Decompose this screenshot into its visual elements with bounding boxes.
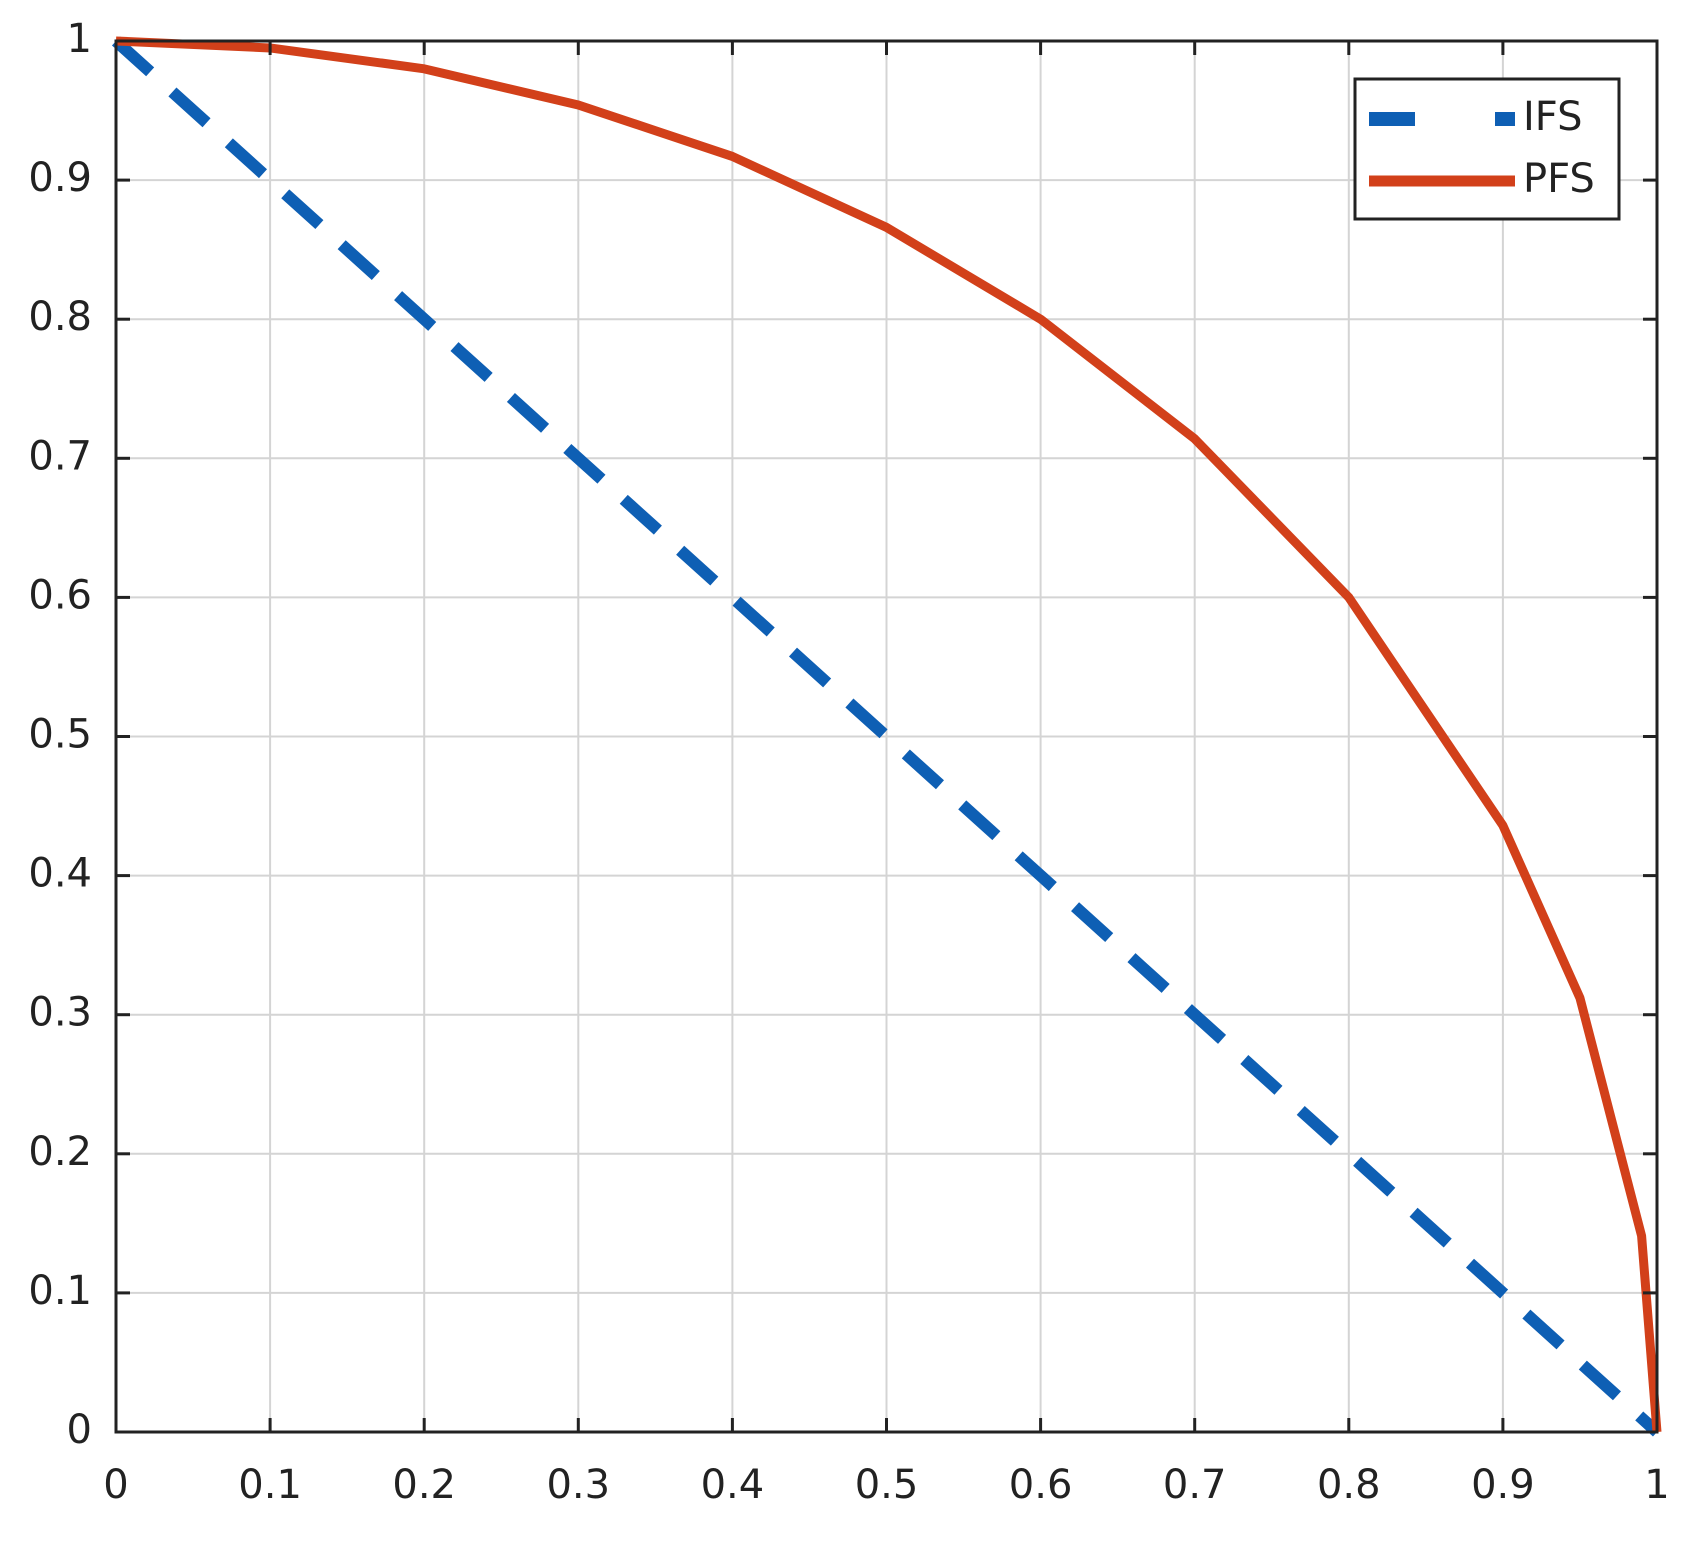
y-tick-label: 0: [67, 1407, 92, 1453]
y-tick-label: 0.6: [28, 572, 92, 618]
x-tick-label: 0.1: [238, 1462, 302, 1508]
ticks: 0 0.1 0.2 0.3 0.4 0.5 0.6 0.7 0.8 0.9 1 0 0.1 0.2 0.3 0…: [28, 16, 1669, 1508]
y-tick-label: 0.5: [28, 712, 92, 758]
x-tick-label: 0.2: [392, 1462, 456, 1508]
x-tick-label: 0.8: [1317, 1462, 1381, 1508]
legend-label: PFS: [1523, 156, 1595, 202]
y-tick-label: 0.8: [28, 294, 92, 340]
y-tick-label: 0.9: [28, 155, 92, 201]
series-line: [111, 36, 1662, 1437]
x-tick-label: 0: [103, 1462, 128, 1508]
x-tick-label: 0.5: [855, 1462, 919, 1508]
legend-label: IFS: [1523, 94, 1583, 140]
legend: IFS PFS: [1353, 77, 1621, 221]
x-tick-label: 0.4: [701, 1462, 765, 1508]
lines: [111, 36, 1662, 1437]
series-line: [115, 36, 1662, 1433]
y-tick-label: 1: [67, 16, 92, 62]
y-tick-label: 0.3: [28, 990, 92, 1036]
y-tick-label: 0.1: [28, 1268, 92, 1314]
y-tick-label: 0.2: [28, 1129, 92, 1175]
y-tick-label: 0.7: [28, 433, 92, 479]
x-tick-label: 0.7: [1163, 1462, 1227, 1508]
x-tick-label: 0.9: [1471, 1462, 1535, 1508]
legend-box: [1353, 77, 1621, 221]
y-tick-label: 0.4: [28, 851, 92, 897]
x-tick-label: 0.3: [546, 1462, 610, 1508]
x-tick-label: 1: [1644, 1462, 1669, 1508]
x-tick-label: 0.6: [1009, 1462, 1073, 1508]
